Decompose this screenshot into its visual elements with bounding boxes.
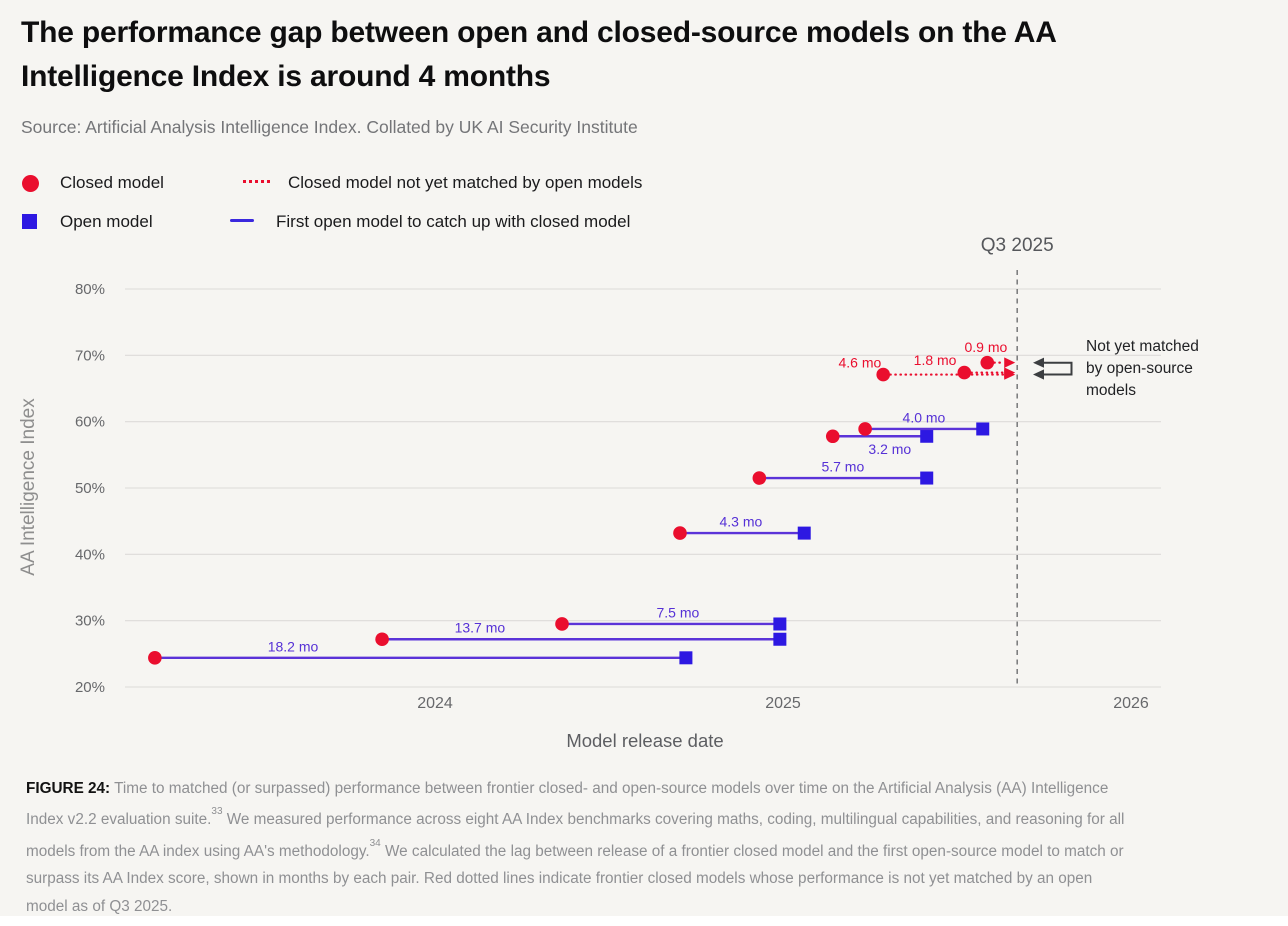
gap-duration-label: 0.9 mo: [964, 339, 1007, 355]
gap-duration-label: 1.8 mo: [914, 352, 957, 368]
legend-label-closed-unmatched: Closed model not yet matched by open mod…: [288, 173, 643, 192]
y-tick-label: 70%: [75, 347, 105, 364]
unmatched-arrowhead: [1004, 357, 1016, 368]
open-model-square: [976, 422, 990, 436]
x-tick-label: 2024: [417, 695, 453, 712]
closed-model-dot-icon: [22, 175, 39, 192]
y-tick-label: 40%: [75, 546, 105, 563]
not-yet-matched-text: Not yet matched: [1086, 338, 1199, 355]
legend-label-first-open: First open model to catch up with closed…: [276, 212, 631, 231]
y-tick-label: 80%: [75, 281, 105, 298]
gap-duration-label: 13.7 mo: [455, 620, 506, 636]
closed-model-dot: [876, 367, 891, 382]
gap-duration-label: 4.3 mo: [719, 514, 762, 530]
closed-model-dot: [148, 651, 162, 665]
red-dotted-line-icon: [243, 180, 270, 183]
x-tick-label: 2026: [1113, 695, 1149, 712]
gap-duration-label: 5.7 mo: [821, 459, 864, 475]
legend-label-closed-model: Closed model: [60, 173, 164, 192]
caption-text: models from the AA index using AA's meth…: [26, 843, 370, 860]
gap-duration-label: 18.2 mo: [268, 638, 319, 654]
source-note: Source: Artificial Analysis Intelligence…: [21, 117, 638, 137]
caption-figure-label: FIGURE 24:: [26, 780, 111, 797]
open-model-square: [773, 632, 787, 646]
footnote-ref: 33: [211, 806, 223, 818]
q3-reference-label: Q3 2025: [981, 235, 1054, 256]
caption-text: Index v2.2 evaluation suite.: [26, 811, 212, 829]
closed-model-dot: [825, 429, 840, 444]
caption-text: model as of Q3 2025.: [26, 897, 173, 915]
not-yet-matched-text: by open-source: [1086, 360, 1193, 377]
caption-text: surpass its AA Index score, shown in mon…: [26, 870, 1093, 888]
unmatched-arrowhead: [1004, 367, 1016, 378]
open-model-square: [797, 526, 811, 540]
x-axis-title: Model release date: [566, 730, 723, 751]
caption-text: Time to matched (or surpassed) performan…: [110, 780, 1109, 797]
caption-text: We calculated the lag between release of…: [380, 843, 1124, 860]
closed-model-dot: [375, 632, 389, 647]
y-axis-title: AA Intelligence Index: [18, 398, 39, 576]
caption-text: We measured performance across eight AA …: [222, 811, 1125, 829]
closed-model-dot: [752, 471, 767, 485]
page-title-line1: The performance gap between open and clo…: [21, 16, 1057, 49]
y-tick-label: 30%: [75, 613, 105, 630]
gap-duration-label: 4.6 mo: [839, 355, 882, 371]
y-tick-label: 60%: [75, 414, 105, 431]
x-tick-label: 2025: [765, 695, 801, 712]
blue-line-icon: [230, 219, 254, 223]
open-model-square: [920, 471, 934, 485]
open-model-square-icon: [22, 214, 37, 229]
legend-label-open-model: Open model: [60, 212, 153, 231]
gap-duration-label: 3.2 mo: [868, 441, 911, 457]
y-tick-label: 50%: [75, 480, 105, 497]
not-yet-matched-text: models: [1086, 382, 1136, 399]
y-tick-label: 20%: [75, 679, 105, 696]
open-model-square: [773, 617, 787, 631]
closed-model-dot: [555, 617, 569, 631]
bottom-strip: [0, 916, 1288, 926]
figure-caption: FIGURE 24: Time to matched (or surpassed…: [26, 775, 1272, 920]
bracket-arrow-icon: [1043, 361, 1073, 376]
closed-model-dot: [858, 422, 872, 436]
closed-model-dot: [673, 526, 687, 540]
closed-model-dot: [957, 365, 972, 380]
footnote-ref: 34: [369, 837, 381, 849]
bracket-arrow-icon: [1033, 369, 1044, 380]
open-model-square: [679, 651, 693, 665]
open-model-square: [920, 429, 934, 443]
closed-model-dot: [980, 355, 995, 370]
gap-duration-label: 7.5 mo: [656, 604, 699, 620]
gap-duration-label: 4.0 mo: [903, 409, 946, 425]
page-title: The performance gap between open and clo…: [21, 11, 1261, 99]
bracket-arrow-icon: [1033, 357, 1044, 368]
page-title-line2: Intelligence Index is around 4 months: [21, 60, 551, 93]
